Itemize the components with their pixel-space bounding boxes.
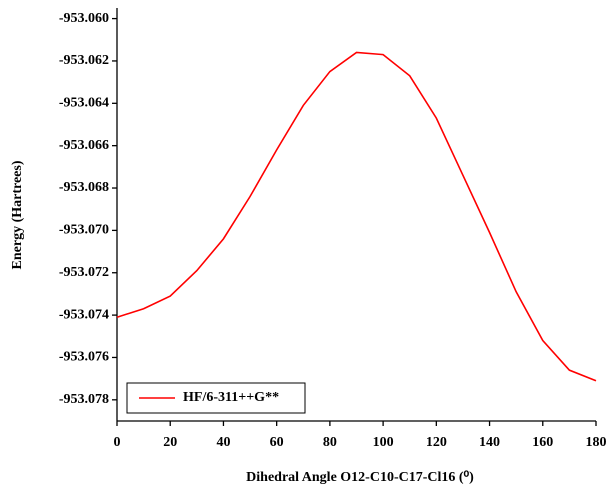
y-tick-label: -953.066 [59,138,109,153]
x-tick-label: 180 [586,435,607,450]
x-tick-label: 40 [216,435,230,450]
y-tick-label: -953.072 [59,265,109,280]
y-tick-label: -953.064 [59,96,109,111]
x-tick-label: 100 [373,435,394,450]
legend-label: HF/6-311++G** [183,390,279,405]
y-tick-label: -953.068 [59,180,109,195]
y-tick-label: -953.062 [59,53,109,68]
data-line [116,51,597,382]
x-axis-label: Dihedral Angle O12-C10-C17-Cl16 (⁰) [246,470,474,485]
x-tick-label: 160 [532,435,553,450]
y-tick-label: -953.078 [59,392,109,407]
y-axis-label: Energy (Hartrees) [10,160,25,269]
y-tick-label: -953.076 [59,350,109,365]
y-tick-label: -953.074 [59,307,109,322]
x-tick-label: 0 [114,435,121,450]
x-tick-label: 120 [426,435,447,450]
y-tick-label: -953.060 [59,11,109,26]
x-tick-label: 20 [163,435,177,450]
x-tick-label: 140 [479,435,500,450]
y-tick-label: -953.070 [59,223,109,238]
x-tick-label: 80 [323,435,337,450]
x-tick-label: 60 [270,435,284,450]
